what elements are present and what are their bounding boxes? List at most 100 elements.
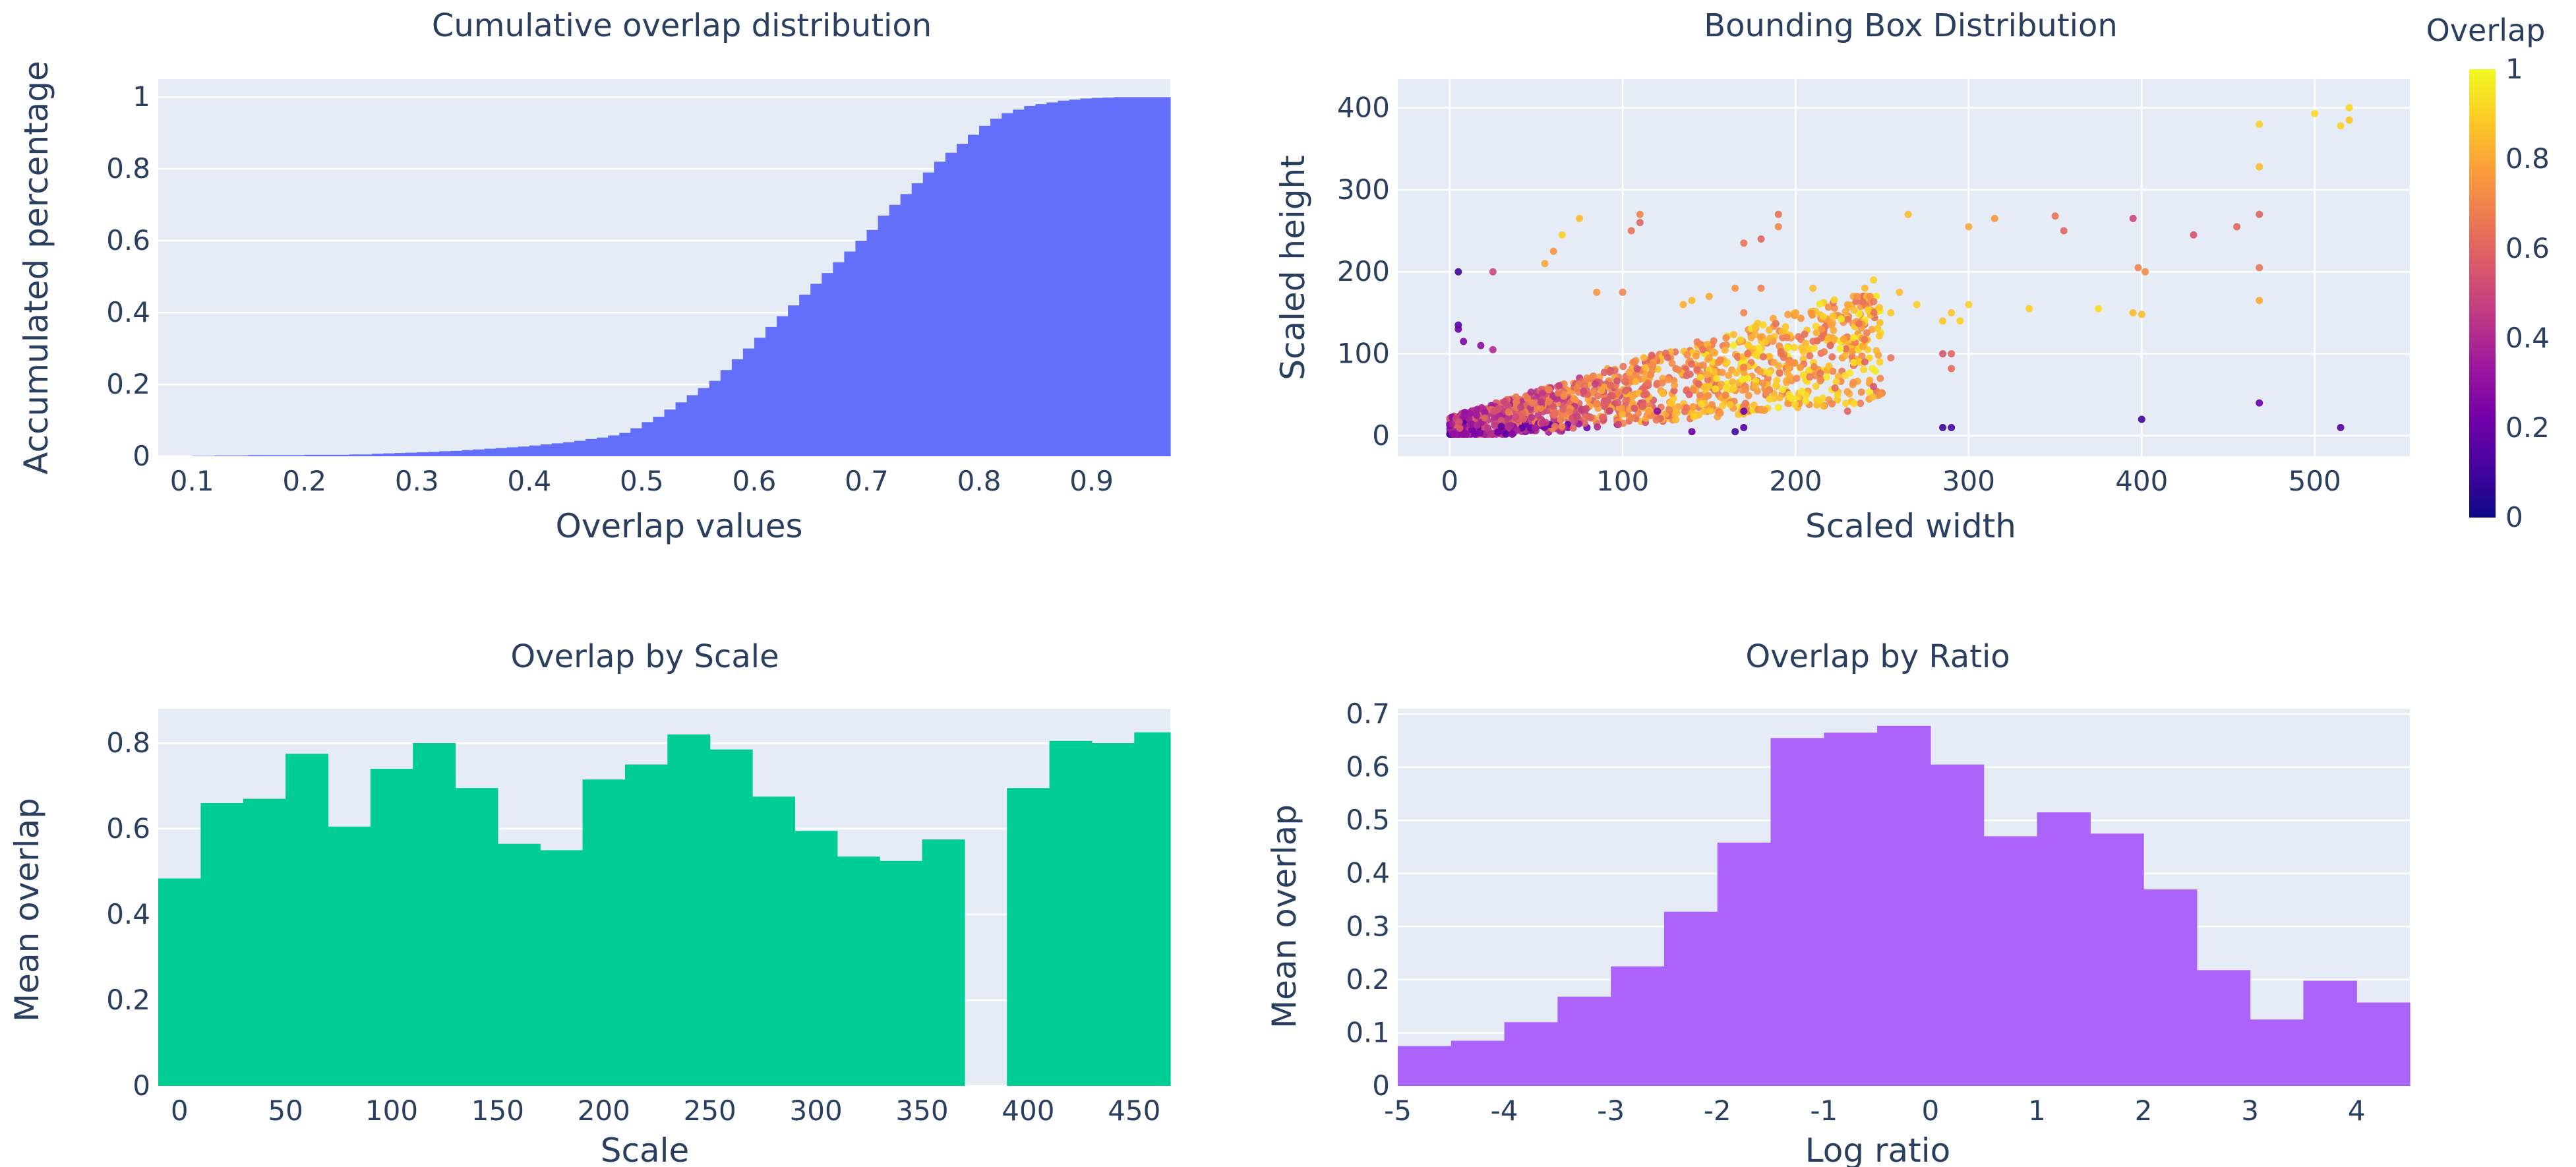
bar <box>1069 100 1081 457</box>
bar <box>439 451 452 456</box>
scatter-point <box>1605 407 1613 415</box>
scatter-point <box>1613 377 1621 385</box>
scatter-point <box>1742 386 1750 394</box>
bar <box>1002 113 1013 456</box>
bar <box>282 455 294 456</box>
x-tick-label: 300 <box>1942 465 1995 497</box>
scatter-point <box>1671 381 1679 389</box>
scatter-point <box>1857 388 1865 396</box>
y-tick-label: 0 <box>133 440 150 472</box>
colorbar-tick-label: 1 <box>2505 53 2523 85</box>
scatter-point <box>1722 391 1729 399</box>
scatter-point <box>1473 411 1481 419</box>
scatter-point <box>1512 413 1520 421</box>
y-tick-label: 1 <box>133 80 150 113</box>
scatter-point <box>1837 315 1845 323</box>
scatter-point <box>1591 380 1599 388</box>
scatter-point <box>1787 394 1795 402</box>
scatter-point <box>1527 388 1535 396</box>
scatter-point <box>1861 336 1869 344</box>
bar <box>1824 733 1878 1086</box>
scatter-point <box>1756 368 1764 376</box>
bar <box>585 438 597 456</box>
bar <box>574 440 586 456</box>
scatter-point <box>1956 317 1964 325</box>
scatter-point <box>1876 358 1884 366</box>
scatter-point <box>1869 393 1876 401</box>
scatter-point <box>1667 400 1675 407</box>
x-tick-label: 0.7 <box>845 465 889 497</box>
y-tick-label: 0.6 <box>106 812 150 845</box>
x-axis-label: Log ratio <box>1805 1131 1950 1167</box>
bar <box>2250 1019 2304 1086</box>
colorbar-scale <box>2469 69 2496 518</box>
scatter-point <box>1652 416 1660 424</box>
scatter-point <box>1518 409 1526 417</box>
scatter-point <box>1504 402 1512 409</box>
y-tick-label: 0.4 <box>106 296 150 328</box>
bar <box>754 338 766 456</box>
bar <box>608 435 620 456</box>
scatter-point <box>1751 330 1759 338</box>
scatter-point <box>1636 219 1644 227</box>
scatter-point <box>1718 402 1726 409</box>
x-ticks: 0.1 0.2 0.3 0.4 0.5 0.6 0.7 0.8 0.9 <box>170 465 1114 497</box>
scatter-point <box>1859 342 1867 350</box>
scatter-point <box>1449 430 1457 438</box>
x-tick-label: 0.4 <box>507 465 551 497</box>
scatter-point <box>1725 371 1733 379</box>
scatter-point <box>1798 387 1806 395</box>
scatter-point <box>1706 406 1714 414</box>
scatter-point <box>1522 392 1530 400</box>
scatter-point <box>1876 374 1884 382</box>
scatter-point <box>1797 314 1805 322</box>
bar <box>686 395 699 456</box>
scatter-point <box>1560 390 1568 398</box>
scatter-point <box>1759 353 1767 361</box>
bar <box>833 262 845 456</box>
scatter-point <box>1545 386 1553 394</box>
scatter-point <box>1654 407 1662 415</box>
scatter-point <box>1448 420 1456 428</box>
scatter-point <box>1939 350 1947 358</box>
scatter-point <box>1632 371 1640 378</box>
scatter-point <box>1559 405 1567 413</box>
scatter-point <box>1799 348 1807 356</box>
scatter-point <box>1782 323 1789 331</box>
scatter-point <box>1783 369 1791 377</box>
scatter-point <box>1512 393 1520 401</box>
bar <box>413 743 456 1086</box>
scatter-point <box>1844 315 1852 323</box>
x-tick-label: 0.9 <box>1069 465 1114 497</box>
scatter-point <box>1774 404 1782 411</box>
scatter-point <box>1857 400 1865 407</box>
scatter-point <box>2129 309 2137 316</box>
scatter-point <box>1841 351 1849 359</box>
bar <box>293 455 305 456</box>
bar <box>1717 843 1772 1086</box>
scatter-point <box>1642 390 1650 398</box>
scatter-point <box>1553 395 1561 403</box>
scatter-point <box>1792 309 1800 316</box>
scatter-point <box>1849 334 1857 342</box>
scatter-point <box>1740 363 1748 371</box>
scatter-point <box>1658 379 1666 387</box>
scatter-point <box>1580 387 1588 395</box>
scatter-point <box>1490 407 1498 415</box>
scatter-point <box>1621 387 1629 395</box>
scatter-point <box>2129 214 2137 222</box>
bar <box>455 788 498 1086</box>
bar <box>1007 788 1050 1086</box>
scatter-point <box>2345 116 2353 124</box>
scatter-point <box>1830 304 1838 312</box>
bar <box>675 402 688 456</box>
scatter-point <box>1673 409 1681 417</box>
bar <box>1663 911 1718 1086</box>
bar <box>497 843 541 1086</box>
scatter-point <box>1519 415 1527 423</box>
scatter-point <box>1648 351 1656 359</box>
scatter-point <box>1855 320 1863 328</box>
bar <box>361 454 373 456</box>
scatter-point <box>1783 344 1791 352</box>
scatter-point <box>1802 340 1810 347</box>
